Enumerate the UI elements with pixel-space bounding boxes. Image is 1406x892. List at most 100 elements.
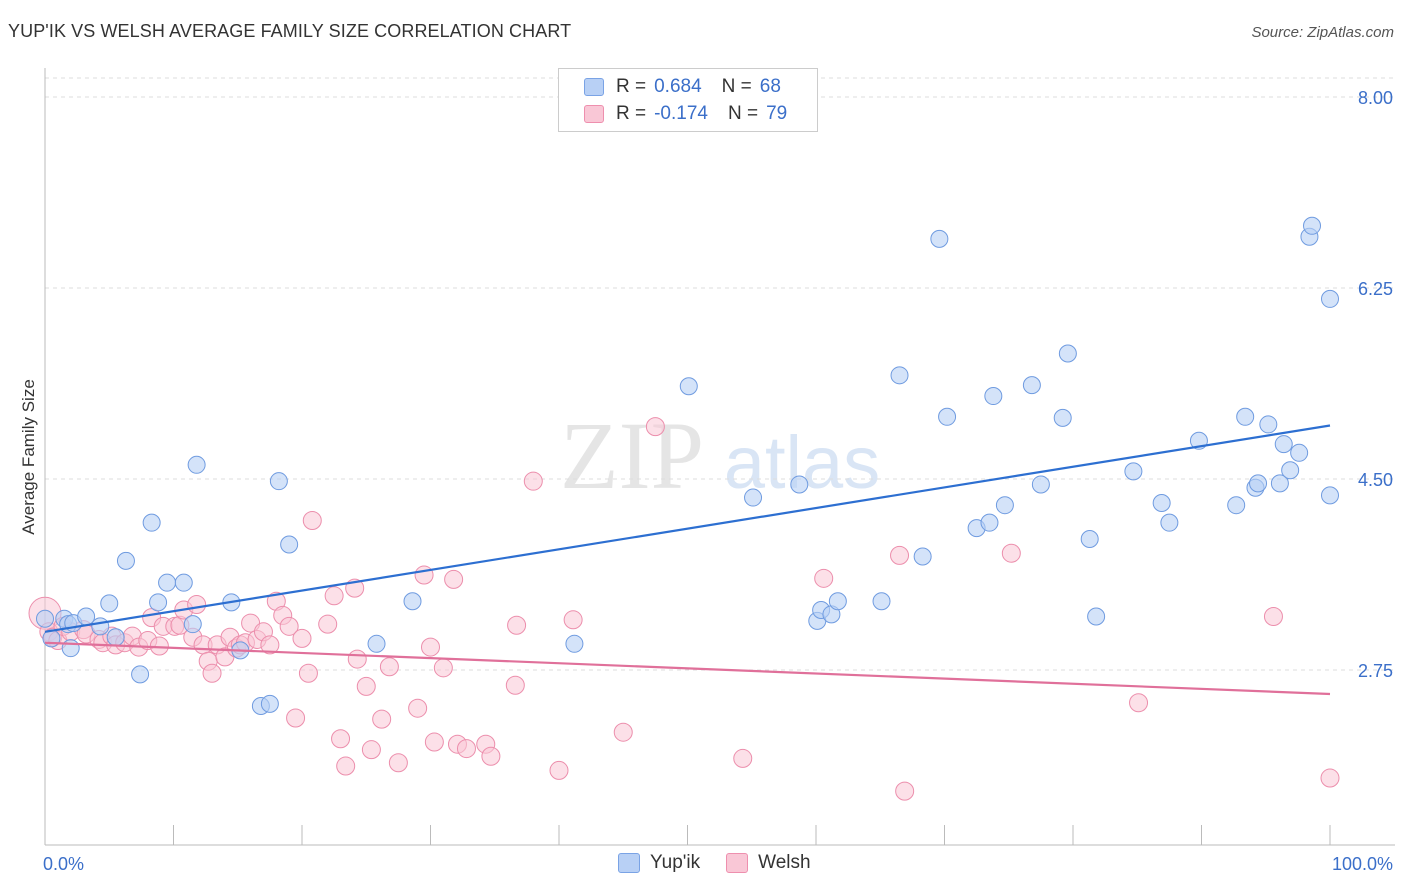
legend-n-label: N = <box>727 103 759 124</box>
yupik-point <box>828 592 847 611</box>
welsh-point <box>433 658 453 678</box>
welsh-point <box>1320 768 1340 788</box>
welsh-point <box>613 722 633 742</box>
grid-lines <box>45 77 1395 671</box>
welsh-point <box>292 628 312 648</box>
yupik-point <box>890 366 909 385</box>
series-label-welsh: Welsh <box>758 852 811 873</box>
legend-n-label: N = <box>721 76 752 97</box>
yupik-point <box>1259 415 1278 434</box>
yupik-point <box>36 609 54 628</box>
welsh-point <box>347 649 367 669</box>
yupik-point <box>565 634 584 653</box>
series-legend: Yup'ik Welsh <box>618 852 837 874</box>
yupik-point <box>1249 474 1268 493</box>
welsh-point <box>424 732 444 752</box>
welsh-point <box>279 616 299 636</box>
yupik-points <box>36 216 1339 716</box>
watermark: ZIP atlas <box>560 402 880 509</box>
welsh-point <box>645 417 665 437</box>
yupik-point <box>91 617 110 636</box>
yupik-point <box>1274 435 1293 454</box>
yupik-point <box>1124 462 1143 481</box>
yupik-point <box>403 592 422 611</box>
welsh-point <box>890 545 910 565</box>
x-tick-label-min: 0.0% <box>43 854 84 874</box>
yupik-point <box>158 573 177 592</box>
series-label-yupik: Yup'ik <box>650 852 701 873</box>
series-swatch-yupik <box>618 853 640 873</box>
legend-swatch-welsh <box>584 105 604 123</box>
yupik-point <box>913 547 932 566</box>
welsh-point <box>421 637 440 657</box>
welsh-point <box>356 676 376 696</box>
welsh-point <box>1001 543 1021 563</box>
welsh-point <box>505 675 525 695</box>
watermark-zip: ZIP <box>560 402 704 509</box>
yupik-point <box>149 593 168 612</box>
yupik-point <box>280 535 299 554</box>
yupik-point <box>1022 376 1041 395</box>
correlation-legend: R = 0.684 N = 68 R = -0.174 N = 79 <box>558 68 818 132</box>
axis-labels: 2.75 4.50 6.25 8.00 0.0% 100.0% Average Family… <box>19 88 1393 874</box>
welsh-trend-line <box>44 641 1331 696</box>
welsh-point <box>507 615 527 635</box>
welsh-point <box>187 595 207 615</box>
yupik-point <box>1236 407 1255 426</box>
legend-row-welsh: R = -0.174 N = 79 <box>584 103 787 125</box>
x-tick-label-max: 100.0% <box>1332 854 1393 874</box>
welsh-point <box>286 708 306 728</box>
yupik-point <box>260 694 279 713</box>
legend-n-value: 79 <box>766 103 788 124</box>
yupik-point <box>61 639 80 658</box>
axes <box>44 68 1395 846</box>
welsh-point <box>324 586 344 606</box>
yupik-point <box>131 665 150 684</box>
legend-r-value: -0.174 <box>654 103 708 124</box>
yupik-point <box>938 407 957 426</box>
yupik-point <box>984 387 1003 406</box>
welsh-point <box>331 729 351 749</box>
legend-row-yupik: R = 0.684 N = 68 <box>584 76 781 98</box>
yupik-point <box>1058 344 1077 363</box>
legend-r-value: 0.684 <box>654 76 702 97</box>
yupik-point <box>1080 530 1099 549</box>
yupik-point <box>269 472 288 491</box>
yupik-trend-line <box>44 424 1331 633</box>
welsh-point <box>388 753 408 773</box>
yupik-point <box>1031 475 1050 494</box>
welsh-point <box>1263 607 1283 627</box>
welsh-point <box>336 756 356 776</box>
welsh-point <box>414 565 434 585</box>
welsh-point <box>733 748 753 768</box>
yupik-point <box>1087 607 1106 626</box>
yupik-point <box>872 592 891 611</box>
yupik-point <box>1281 461 1300 480</box>
welsh-point <box>372 709 392 729</box>
yupik-point <box>183 615 202 634</box>
series-legend-welsh: Welsh <box>726 852 811 874</box>
welsh-point <box>456 739 476 759</box>
welsh-point <box>302 510 322 530</box>
yupik-point <box>100 594 119 613</box>
legend-swatch-yupik <box>584 78 604 96</box>
yupik-point <box>116 551 135 570</box>
y-axis-title: Average Family Size <box>19 379 38 535</box>
series-legend-yupik: Yup'ik <box>618 852 700 874</box>
welsh-point <box>318 614 338 634</box>
yupik-point <box>1053 408 1072 427</box>
y-tick-label: 4.50 <box>1358 470 1393 490</box>
yupik-point <box>930 229 949 248</box>
welsh-point <box>298 663 318 683</box>
yupik-point <box>1321 486 1339 505</box>
welsh-point <box>361 740 381 760</box>
yupik-point <box>174 573 193 592</box>
welsh-point <box>563 610 583 630</box>
yupik-point <box>1227 496 1246 515</box>
y-tick-label: 8.00 <box>1358 88 1393 108</box>
source-label: Source: ZipAtlas.com <box>1251 24 1394 41</box>
yupik-point <box>367 634 386 653</box>
welsh-point <box>481 746 501 766</box>
yupik-point <box>1290 443 1309 462</box>
